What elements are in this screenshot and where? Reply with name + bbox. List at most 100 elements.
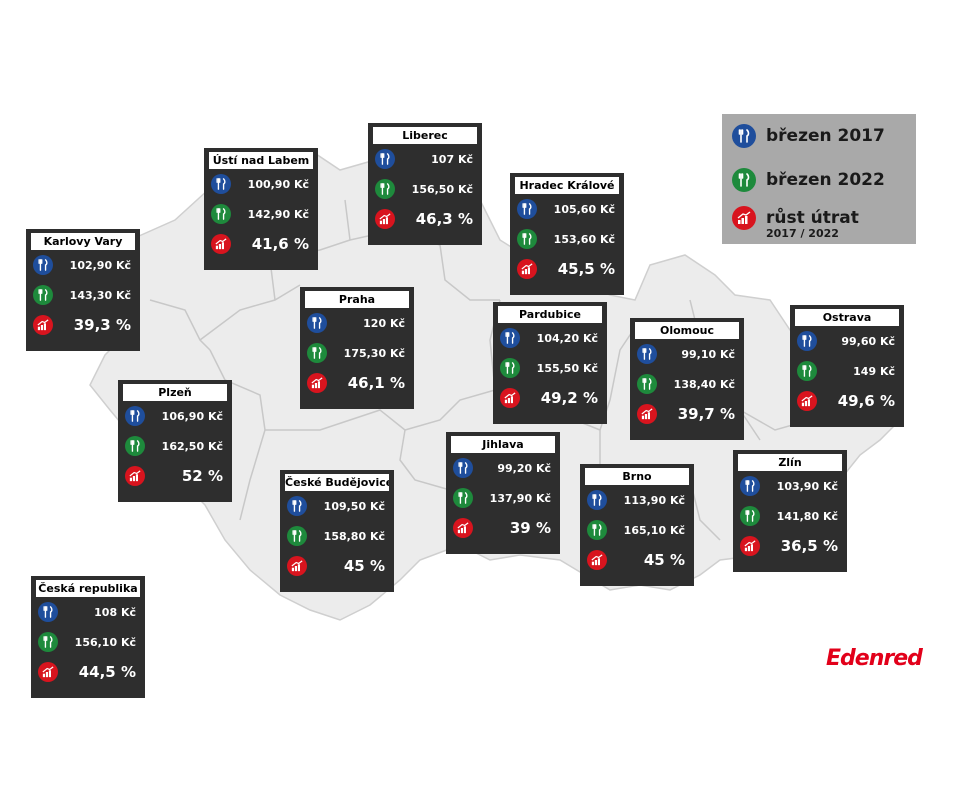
value-2017: 102,90 Kč xyxy=(69,258,131,272)
cutlery-icon xyxy=(740,476,760,496)
cutlery-icon xyxy=(307,313,327,333)
legend-item-2022: březen 2022 xyxy=(732,168,885,192)
legend-growth-years: 2017 / 2022 xyxy=(766,227,839,240)
region-card-plzen: Plzeň 106,90 Kč 162,50 Kč 52 % xyxy=(118,380,232,502)
row-2017: 99,10 Kč xyxy=(635,339,739,369)
region-card-praha: Praha 120 Kč 175,30 Kč 46,1 % xyxy=(300,287,414,409)
value-2022: 175,30 Kč xyxy=(343,346,405,360)
value-2022: 156,50 Kč xyxy=(411,182,473,196)
row-2017: 100,90 Kč xyxy=(209,169,313,199)
region-card-brno: Brno 113,90 Kč 165,10 Kč 45 % xyxy=(580,464,694,586)
region-card-ceska-republika: Česká republika 108 Kč 156,10 Kč 44,5 % xyxy=(31,576,145,698)
region-card-jihlava: Jihlava 99,20 Kč 137,90 Kč 39 % xyxy=(446,432,560,554)
growth-chart-icon xyxy=(453,518,473,538)
value-2017: 106,90 Kč xyxy=(161,409,223,423)
row-2022: 142,90 Kč xyxy=(209,199,313,229)
row-growth: 49,6 % xyxy=(795,386,899,416)
region-name: České Budějovice xyxy=(285,474,389,491)
row-growth: 52 % xyxy=(123,461,227,491)
region-card-pardubice: Pardubice 104,20 Kč 155,50 Kč 49,2 % xyxy=(493,302,607,424)
legend-item-growth: růst útrat xyxy=(732,206,859,230)
region-name: Liberec xyxy=(373,127,477,144)
region-card-ostrava: Ostrava 99,60 Kč 149 Kč 49,6 % xyxy=(790,305,904,427)
row-2022: 137,90 Kč xyxy=(451,483,555,513)
region-name: Hradec Králové xyxy=(515,177,619,194)
value-2022: 162,50 Kč xyxy=(161,439,223,453)
value-2022: 141,80 Kč xyxy=(776,509,838,523)
growth-value: 49,2 % xyxy=(540,389,598,407)
cutlery-icon xyxy=(375,149,395,169)
row-growth: 39 % xyxy=(451,513,555,543)
legend: březen 2017 březen 2022 růst útrat 2017 … xyxy=(722,114,916,244)
row-2017: 113,90 Kč xyxy=(585,485,689,515)
cutlery-icon xyxy=(797,331,817,351)
value-2022: 137,90 Kč xyxy=(489,491,551,505)
value-2017: 99,10 Kč xyxy=(681,347,735,361)
row-growth: 41,6 % xyxy=(209,229,313,259)
cutlery-icon xyxy=(732,168,756,192)
row-2017: 103,90 Kč xyxy=(738,471,842,501)
growth-chart-icon xyxy=(307,373,327,393)
cutlery-icon xyxy=(307,343,327,363)
cutlery-icon xyxy=(517,229,537,249)
value-2017: 99,60 Kč xyxy=(841,334,895,348)
cutlery-icon xyxy=(587,490,607,510)
row-2017: 108 Kč xyxy=(36,597,140,627)
growth-chart-icon xyxy=(732,206,756,230)
row-2017: 109,50 Kč xyxy=(285,491,389,521)
row-growth: 39,3 % xyxy=(31,310,135,340)
cutlery-icon xyxy=(500,358,520,378)
region-card-hradec-kralove: Hradec Králové 105,60 Kč 153,60 Kč 45,5 % xyxy=(510,173,624,295)
cutlery-icon xyxy=(375,179,395,199)
growth-chart-icon xyxy=(637,404,657,424)
cutlery-icon xyxy=(211,174,231,194)
region-name: Česká republika xyxy=(36,580,140,597)
value-2022: 158,80 Kč xyxy=(323,529,385,543)
row-2022: 175,30 Kč xyxy=(305,338,409,368)
value-2022: 138,40 Kč xyxy=(673,377,735,391)
growth-value: 39,3 % xyxy=(73,316,131,334)
row-2017: 99,20 Kč xyxy=(451,453,555,483)
growth-value: 45 % xyxy=(643,551,685,569)
cutlery-icon xyxy=(637,344,657,364)
cutlery-icon xyxy=(38,602,58,622)
cutlery-icon xyxy=(740,506,760,526)
row-2022: 153,60 Kč xyxy=(515,224,619,254)
growth-chart-icon xyxy=(125,466,145,486)
value-2017: 120 Kč xyxy=(363,316,405,330)
value-2022: 155,50 Kč xyxy=(536,361,598,375)
region-name: Zlín xyxy=(738,454,842,471)
row-2017: 106,90 Kč xyxy=(123,401,227,431)
row-2022: 156,10 Kč xyxy=(36,627,140,657)
cutlery-icon xyxy=(33,285,53,305)
row-2022: 155,50 Kč xyxy=(498,353,602,383)
value-2022: 143,30 Kč xyxy=(69,288,131,302)
growth-chart-icon xyxy=(211,234,231,254)
growth-value: 41,6 % xyxy=(251,235,309,253)
region-card-usti-nad-labem: Ústí nad Labem 100,90 Kč 142,90 Kč 41,6 % xyxy=(204,148,318,270)
value-2022: 149 Kč xyxy=(853,364,895,378)
growth-value: 46,3 % xyxy=(415,210,473,228)
value-2022: 165,10 Kč xyxy=(623,523,685,537)
row-growth: 39,7 % xyxy=(635,399,739,429)
legend-label-2017: březen 2017 xyxy=(766,126,885,146)
region-card-olomouc: Olomouc 99,10 Kč 138,40 Kč 39,7 % xyxy=(630,318,744,440)
growth-value: 39 % xyxy=(509,519,551,537)
row-growth: 36,5 % xyxy=(738,531,842,561)
growth-value: 52 % xyxy=(181,467,223,485)
region-card-zlin: Zlín 103,90 Kč 141,80 Kč 36,5 % xyxy=(733,450,847,572)
value-2022: 156,10 Kč xyxy=(74,635,136,649)
value-2017: 100,90 Kč xyxy=(247,177,309,191)
growth-chart-icon xyxy=(33,315,53,335)
growth-value: 45 % xyxy=(343,557,385,575)
row-growth: 46,3 % xyxy=(373,204,477,234)
row-2017: 99,60 Kč xyxy=(795,326,899,356)
value-2017: 104,20 Kč xyxy=(536,331,598,345)
row-2022: 162,50 Kč xyxy=(123,431,227,461)
legend-label-2022: březen 2022 xyxy=(766,170,885,190)
row-growth: 49,2 % xyxy=(498,383,602,413)
region-name: Karlovy Vary xyxy=(31,233,135,250)
cutlery-icon xyxy=(38,632,58,652)
value-2022: 142,90 Kč xyxy=(247,207,309,221)
cutlery-icon xyxy=(211,204,231,224)
